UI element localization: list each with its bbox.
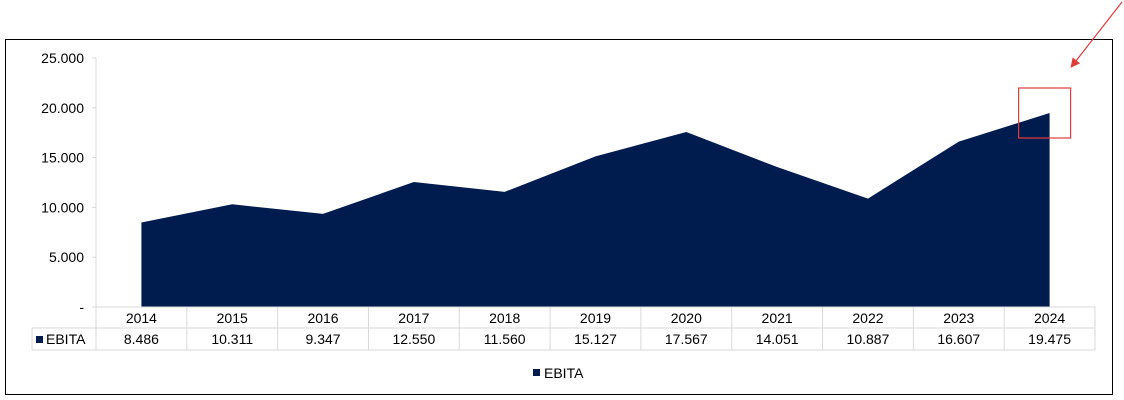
category-label-2020: 2020 [671, 310, 702, 326]
annotations [1017, 1, 1123, 139]
category-label-2014: 2014 [126, 310, 157, 326]
legend-swatch [533, 369, 540, 376]
legend-label: EBITA [544, 365, 584, 381]
value-label-2021: 14.051 [756, 331, 799, 347]
y-tick-label: 5.000 [49, 249, 84, 265]
y-tick-label: - [79, 299, 84, 315]
area-layer [141, 112, 1050, 308]
value-label-2022: 10.887 [847, 331, 890, 347]
highlight-box [1017, 87, 1072, 139]
data-table: 2014 8.486 2015 10.311 2016 9.347 2017 12.550 20… [31, 306, 1096, 351]
value-label-2020: 17.567 [665, 331, 708, 347]
category-label-2015: 2015 [217, 310, 248, 326]
y-tick-label: 10.000 [41, 199, 84, 215]
y-tick-label: 20.000 [41, 100, 84, 116]
y-tick-label: 25.000 [41, 50, 84, 66]
value-label-2024: 19.475 [1028, 331, 1071, 347]
category-label-2018: 2018 [489, 310, 520, 326]
legend: EBITA [533, 365, 584, 381]
value-label-2018: 11.560 [484, 331, 526, 347]
value-label-2016: 9.347 [306, 331, 341, 347]
category-label-2023: 2023 [943, 310, 974, 326]
y-tick-label: 15.000 [41, 150, 84, 166]
series-row-label: EBITA [46, 331, 86, 347]
value-label-2019: 15.127 [574, 331, 617, 347]
ebita-area [141, 113, 1050, 308]
category-label-2021: 2021 [762, 310, 793, 326]
pointer-arrow [1070, 1, 1123, 68]
category-label-2022: 2022 [852, 310, 883, 326]
series-key-swatch [36, 336, 43, 343]
value-label-2014: 8.486 [124, 331, 159, 347]
chart-frame [5, 39, 1113, 395]
category-label-2019: 2019 [580, 310, 611, 326]
value-label-2017: 12.550 [392, 331, 435, 347]
value-label-2015: 10.311 [211, 331, 253, 347]
category-label-2016: 2016 [307, 310, 338, 326]
value-label-2023: 16.607 [937, 331, 980, 347]
y-axis: 25.000 20.000 15.000 10.000 5.000 - [41, 50, 97, 315]
category-label-2017: 2017 [398, 310, 429, 326]
category-label-2024: 2024 [1034, 310, 1065, 326]
